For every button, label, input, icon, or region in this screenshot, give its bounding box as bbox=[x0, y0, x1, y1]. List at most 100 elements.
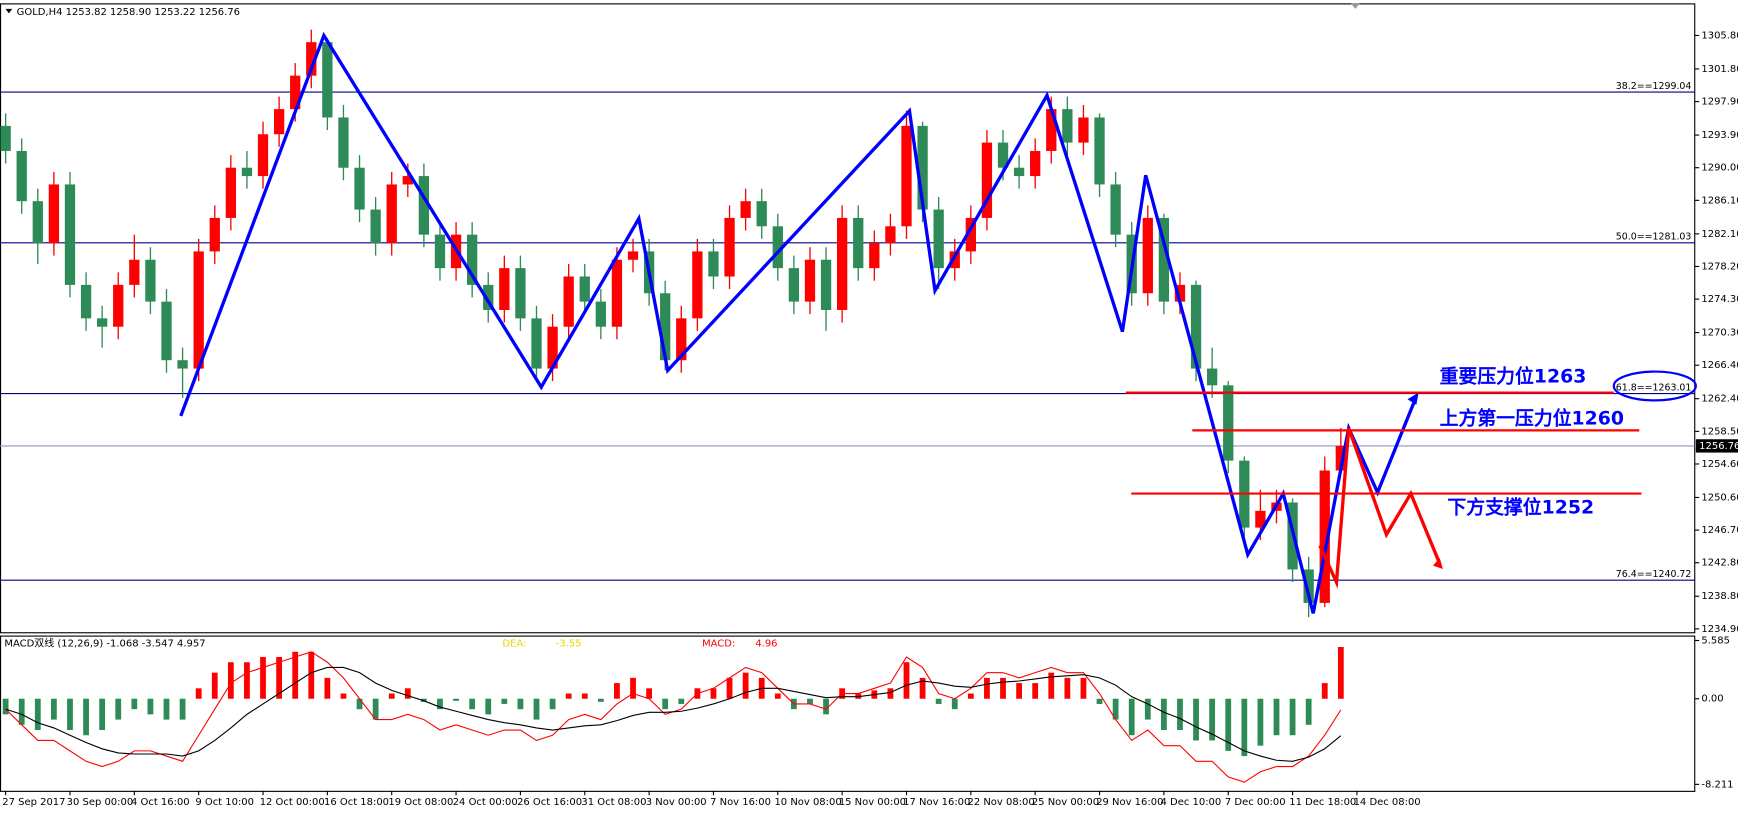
x-tick-label: 7 Nov 16:00 bbox=[710, 797, 771, 808]
candle-body bbox=[853, 217, 864, 269]
x-tick-label: 30 Sep 00:00 bbox=[67, 797, 134, 808]
x-tick-label: 10 Nov 08:00 bbox=[774, 797, 841, 808]
candle-body bbox=[1013, 167, 1025, 177]
candle-body bbox=[434, 234, 446, 269]
annotations: 重要压力位1263 上方第一压力位1260 下方支撑位1252 bbox=[179, 31, 1697, 614]
y-tick-label: 1290.00 bbox=[1701, 163, 1738, 174]
macd-bar bbox=[1257, 698, 1264, 746]
candle-body bbox=[885, 226, 896, 244]
macd-bar bbox=[614, 683, 620, 699]
candle-body bbox=[129, 259, 140, 285]
macd-bar bbox=[453, 698, 459, 701]
macd-bar bbox=[469, 698, 476, 710]
candle-body bbox=[483, 284, 494, 310]
macd-pane bbox=[0, 635, 1696, 792]
candle-body bbox=[1158, 217, 1170, 302]
macd-bar bbox=[115, 698, 122, 720]
candle-body bbox=[820, 259, 832, 310]
macd-bar bbox=[1112, 698, 1119, 720]
candle-body bbox=[161, 301, 172, 361]
y-tick-label: 1301.80 bbox=[1701, 64, 1738, 75]
y-tick-label: 1254.60 bbox=[1701, 459, 1738, 470]
macd-bar bbox=[276, 657, 283, 699]
x-tick-label: 26 Oct 16:00 bbox=[517, 797, 582, 808]
macd-bar bbox=[404, 688, 411, 699]
macd-bar bbox=[678, 698, 685, 704]
candle-body bbox=[756, 201, 767, 227]
y-tick-label: 1305.80 bbox=[1701, 30, 1738, 41]
macd-bar bbox=[1032, 683, 1039, 699]
x-tick-label: 4 Oct 16:00 bbox=[131, 797, 190, 808]
macd-bar bbox=[179, 698, 186, 720]
last-price-label: 1256.76 bbox=[1699, 441, 1738, 452]
macd-bar bbox=[1305, 698, 1312, 725]
arrow-head bbox=[1407, 392, 1419, 405]
candle-body bbox=[1030, 150, 1041, 177]
x-tick-label: 4 Dec 10:00 bbox=[1161, 797, 1222, 808]
candle-body bbox=[1223, 385, 1234, 461]
candle-body bbox=[788, 268, 800, 302]
pane-marker bbox=[1350, 3, 1360, 9]
x-tick-label: 31 Oct 08:00 bbox=[581, 797, 646, 808]
macd-bar bbox=[1048, 672, 1055, 699]
candle-body bbox=[145, 259, 156, 302]
macd-bar bbox=[967, 693, 974, 699]
candle-body bbox=[1190, 284, 1202, 369]
fib-label: 76.4==1240.72 bbox=[1616, 569, 1692, 580]
macd-bar bbox=[726, 677, 733, 699]
readout-value: -3.55 bbox=[556, 638, 582, 649]
macd-bar bbox=[1080, 677, 1087, 699]
macd-bar bbox=[517, 698, 524, 710]
macd-bar bbox=[485, 698, 492, 715]
candle-body bbox=[531, 318, 542, 369]
macd-bar bbox=[340, 693, 347, 699]
macd-bar bbox=[83, 698, 89, 736]
y-tick-label: 5.585 bbox=[1701, 635, 1730, 646]
annotation: 上方第一压力位1260 bbox=[1440, 407, 1624, 430]
candle-body bbox=[64, 184, 76, 285]
macd-bar bbox=[437, 698, 443, 710]
candle-body bbox=[547, 326, 558, 369]
macd-bar bbox=[195, 688, 202, 699]
candle-body bbox=[981, 142, 993, 218]
candle-body bbox=[660, 293, 671, 361]
y-tick-label: 1293.90 bbox=[1701, 130, 1738, 141]
candle-body bbox=[466, 234, 478, 285]
y-tick-label: 1242.80 bbox=[1701, 558, 1738, 569]
candle-body bbox=[1319, 470, 1330, 603]
y-tick-label: 1278.20 bbox=[1701, 261, 1738, 272]
candle-body bbox=[676, 318, 687, 361]
candle-body bbox=[708, 251, 719, 277]
candle-body bbox=[1110, 184, 1121, 235]
candle-body bbox=[1142, 217, 1153, 294]
macd-bar bbox=[646, 688, 652, 699]
y-tick-label: -8.211 bbox=[1701, 779, 1733, 790]
candle-body bbox=[1062, 109, 1073, 143]
macd-bar bbox=[308, 651, 315, 699]
x-tick-label: 27 Sep 2017 bbox=[2, 797, 65, 808]
macd-bar bbox=[565, 693, 572, 699]
macd-bar bbox=[807, 698, 813, 704]
macd-bar bbox=[1337, 647, 1344, 699]
candle-body bbox=[1046, 109, 1057, 151]
macd-bar bbox=[388, 693, 395, 699]
macd-bar bbox=[630, 677, 636, 699]
price-pane bbox=[0, 3, 1696, 634]
candle-body bbox=[515, 268, 526, 319]
x-tick-label: 15 Nov 00:00 bbox=[839, 797, 906, 808]
macd-bar bbox=[1177, 698, 1183, 731]
candle-body bbox=[32, 201, 43, 244]
candle-body bbox=[1078, 117, 1089, 143]
candle-body bbox=[241, 167, 253, 177]
macd-bar bbox=[1241, 698, 1248, 757]
fib-label: 38.2==1299.04 bbox=[1616, 81, 1692, 92]
candle-body bbox=[290, 75, 301, 110]
y-tick-label: 1262.40 bbox=[1701, 394, 1738, 405]
candle-body bbox=[113, 284, 124, 327]
candle-body bbox=[901, 125, 912, 227]
candle-body bbox=[836, 217, 848, 310]
x-tick-label: 16 Oct 18:00 bbox=[324, 797, 389, 808]
candle-body bbox=[1094, 117, 1105, 185]
